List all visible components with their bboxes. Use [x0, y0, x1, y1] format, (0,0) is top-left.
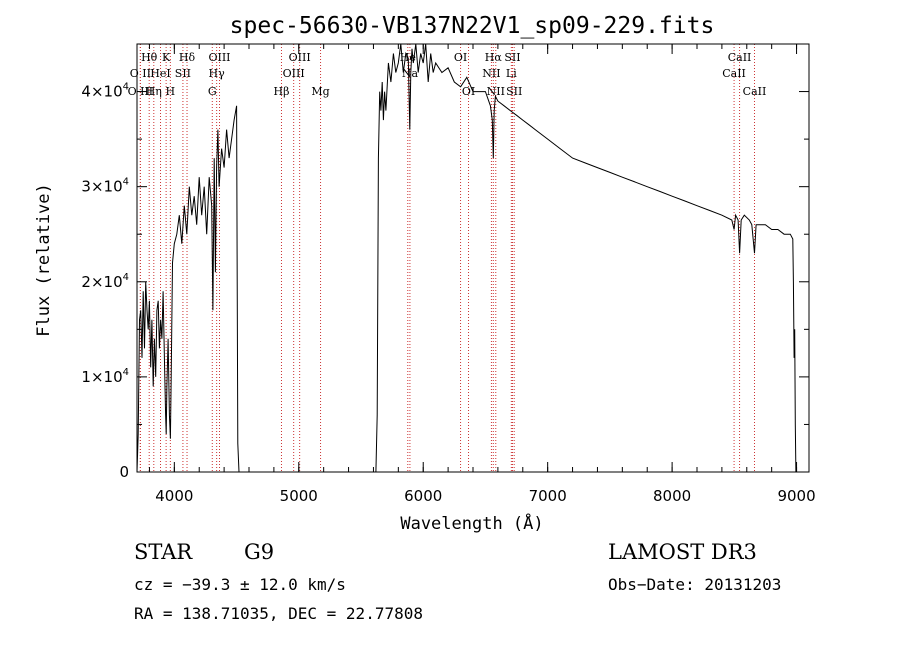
- x-axis-label: Wavelength (Å): [400, 512, 543, 534]
- x-tick-label-3: 7000: [529, 487, 567, 505]
- y-tick-label-0: 0: [119, 463, 129, 481]
- line-label-21: NII: [482, 67, 500, 80]
- x-tick-label-0: 4000: [155, 487, 193, 505]
- line-label-10: Hγ: [209, 67, 226, 80]
- y-axis-label: Flux (relative): [34, 183, 54, 337]
- emission-line-labels: HθO IIO IIIKHeIHηHδSIIHOIIIHγGOIIIOIIIHβ…: [128, 51, 767, 98]
- line-label-20: Hα: [485, 51, 503, 64]
- subclass: G9: [244, 540, 275, 564]
- line-label-9: OIII: [208, 51, 230, 64]
- y-axis-ticks: 0 1×104 2×104 3×104 4×104: [81, 82, 809, 481]
- line-label-28: CaII: [743, 85, 767, 98]
- line-label-23: SII: [504, 51, 520, 64]
- x-axis-ticks: 4000 5000 6000 7000 8000 9000: [148, 44, 816, 505]
- line-label-27: CaII: [722, 67, 746, 80]
- line-label-6: Hδ: [179, 51, 196, 64]
- line-label-22: NII: [487, 85, 505, 98]
- redshift-text: cz = −39.3 ± 12.0 km/s: [134, 575, 346, 594]
- line-label-8: H: [166, 85, 176, 98]
- spectrum-line: [136, 43, 797, 473]
- coordinates: RA = 138.71035, DEC = 22.77808: [134, 604, 423, 623]
- obs-date: Obs−Date: 20131203: [608, 575, 782, 594]
- y-tick-label-2: 2×104: [81, 272, 129, 291]
- x-tick-label-1: 5000: [280, 487, 318, 505]
- line-label-3: K: [162, 51, 171, 64]
- line-label-0: Hθ: [141, 51, 158, 64]
- line-label-18: OI: [454, 51, 467, 64]
- line-label-1: O II: [130, 67, 151, 80]
- line-label-12: OIII: [289, 51, 311, 64]
- x-tick-label-2: 6000: [404, 487, 442, 505]
- y-tick-label-4: 4×104: [81, 82, 129, 101]
- line-label-14: Hβ: [274, 85, 290, 98]
- line-label-26: CaII: [728, 51, 752, 64]
- line-label-4: HeI: [150, 67, 170, 80]
- survey-name: LAMOST DR3: [608, 540, 757, 564]
- line-label-5: Hη: [146, 85, 162, 98]
- line-label-13: OIII: [283, 67, 305, 80]
- y-tick-label-1: 1×104: [81, 367, 129, 386]
- emission-line-markers: [139, 44, 755, 472]
- line-label-24: Li: [506, 67, 517, 80]
- object-class: STAR: [134, 540, 193, 564]
- x-tick-label-4: 8000: [653, 487, 691, 505]
- y-tick-label-3: 3×104: [81, 177, 129, 196]
- line-label-11: G: [208, 85, 217, 98]
- x-tick-label-5: 9000: [777, 487, 815, 505]
- line-label-7: SII: [175, 67, 191, 80]
- chart-title: spec-56630-VB137N22V1_sp09-229.fits: [230, 13, 715, 39]
- line-label-17: Na: [402, 67, 419, 80]
- line-label-25: SII: [506, 85, 522, 98]
- line-label-15: Mg: [311, 85, 329, 98]
